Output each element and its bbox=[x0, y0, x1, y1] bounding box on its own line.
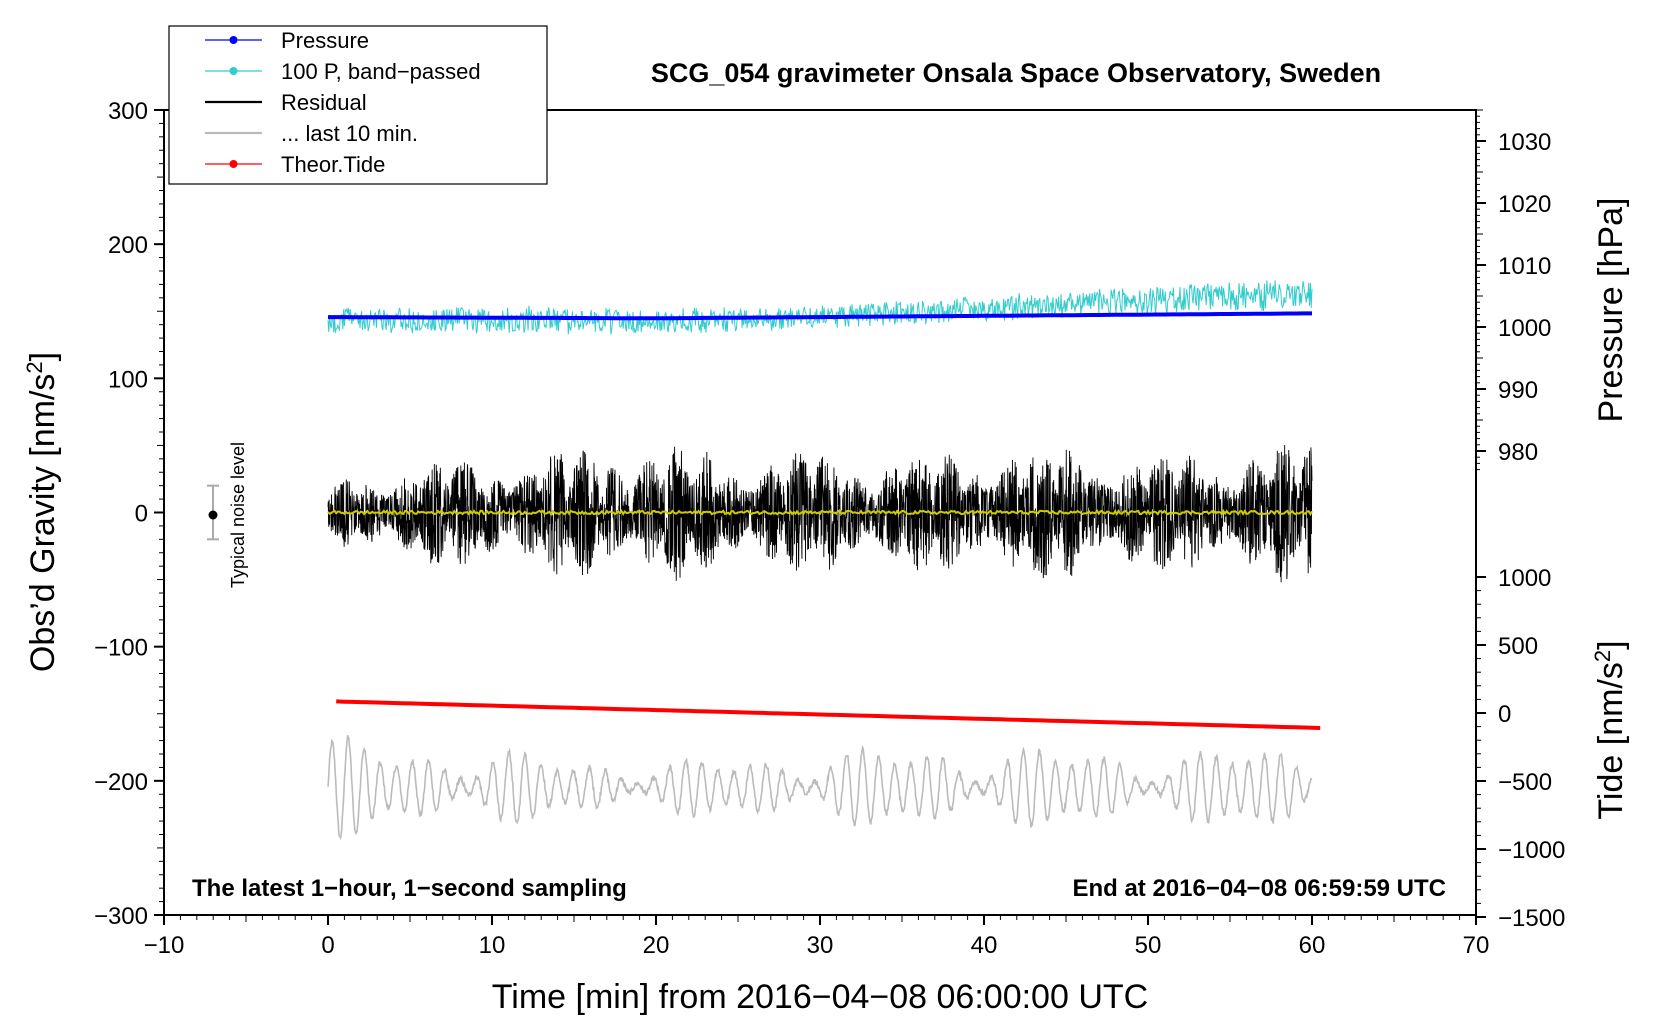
tide-tick-label: 0 bbox=[1498, 701, 1511, 728]
tide-axis-title-end: ] bbox=[1592, 640, 1630, 649]
tide-tick-label: −1000 bbox=[1498, 837, 1565, 864]
x-axis-title: Time [min] from 2016−04−08 06:00:00 UTC bbox=[492, 978, 1148, 1016]
x-tick-label: −10 bbox=[144, 932, 185, 959]
pressure-axis: 1030 1020 1010 1000 990 980 bbox=[1476, 109, 1551, 471]
legend-label: Theor.Tide bbox=[281, 152, 385, 177]
series-residual-smoothed-line bbox=[327, 508, 1313, 517]
legend-swatch-marker bbox=[229, 160, 238, 168]
y-left-tick-label: 0 bbox=[135, 501, 148, 528]
y-axis-left-title: Obs’d Gravity [nm/s2] bbox=[22, 352, 62, 672]
tide-tick-label: −500 bbox=[1498, 769, 1552, 796]
series-pressure-line bbox=[328, 311, 1312, 321]
pressure-axis-title: Pressure [hPa] bbox=[1592, 198, 1630, 423]
pressure-tick-label: 1010 bbox=[1498, 253, 1551, 280]
x-tick-label: 20 bbox=[643, 932, 670, 959]
y-left-tick-label: −200 bbox=[94, 769, 148, 796]
legend-label: 100 P, band−passed bbox=[281, 59, 481, 84]
series-residual-line bbox=[327, 444, 1313, 583]
sampling-note: The latest 1−hour, 1−second sampling bbox=[192, 875, 627, 902]
noise-level-dot bbox=[208, 510, 218, 520]
x-tick-label: 0 bbox=[321, 932, 334, 959]
x-tick-label: 70 bbox=[1463, 932, 1490, 959]
tide-tick-label: 500 bbox=[1498, 633, 1538, 660]
legend-label: Residual bbox=[281, 90, 367, 115]
pressure-tick-label: 1020 bbox=[1498, 191, 1551, 218]
legend: Pressure 100 P, band−passed Residual ... la… bbox=[168, 25, 548, 185]
noise-level-indicator: Typical noise level bbox=[207, 442, 248, 588]
y-left-tick-label: 200 bbox=[108, 232, 148, 259]
y-axis-left: 300 200 100 0 −100 −200 −300 bbox=[94, 98, 164, 930]
y-left-tick-label: 100 bbox=[108, 366, 148, 393]
pressure-tick-label: 980 bbox=[1498, 439, 1538, 466]
tide-axis: 1000 500 0 −500 −1000 −1500 bbox=[1476, 565, 1565, 932]
legend-label: Pressure bbox=[281, 28, 369, 53]
y-axis-left-title-main: Obs’d Gravity [nm/s bbox=[24, 374, 62, 673]
x-axis: −10 0 10 20 30 40 50 60 70 bbox=[144, 915, 1490, 959]
legend-box bbox=[168, 25, 548, 185]
y-left-tick-label: 300 bbox=[108, 98, 148, 125]
chart-title: SCG_054 gravimeter Onsala Space Observat… bbox=[651, 58, 1381, 88]
tide-axis-title: Tide [nm/s2] bbox=[1590, 640, 1630, 819]
y-axis-left-title-sup: 2 bbox=[22, 361, 47, 373]
series-band-passed-line bbox=[327, 280, 1313, 335]
y-left-tick-label: −100 bbox=[94, 635, 148, 662]
pressure-tick-label: 1030 bbox=[1498, 129, 1551, 156]
series-theoretical-tide-line bbox=[336, 699, 1321, 730]
x-tick-label: 30 bbox=[807, 932, 834, 959]
legend-swatch-marker bbox=[229, 67, 238, 75]
y-axis-left-title-end: ] bbox=[24, 352, 62, 361]
y-left-tick-label: −300 bbox=[94, 903, 148, 930]
x-tick-label: 10 bbox=[479, 932, 506, 959]
tide-axis-title-main: Tide [nm/s bbox=[1592, 662, 1630, 819]
x-tick-label: 50 bbox=[1135, 932, 1162, 959]
tide-tick-label: 1000 bbox=[1498, 565, 1551, 592]
series-last-10-min-line bbox=[327, 735, 1313, 841]
pressure-tick-label: 990 bbox=[1498, 377, 1538, 404]
end-time-note: End at 2016−04−08 06:59:59 UTC bbox=[1072, 875, 1446, 902]
x-tick-label: 60 bbox=[1299, 932, 1326, 959]
noise-level-label: Typical noise level bbox=[228, 442, 248, 588]
pressure-tick-label: 1000 bbox=[1498, 315, 1551, 342]
x-tick-label: 40 bbox=[971, 932, 998, 959]
legend-swatch-marker bbox=[229, 36, 238, 44]
series-layer bbox=[327, 280, 1321, 841]
legend-label: ... last 10 min. bbox=[281, 121, 418, 146]
tide-tick-label: −1500 bbox=[1498, 905, 1565, 932]
tide-axis-title-sup: 2 bbox=[1590, 650, 1615, 662]
